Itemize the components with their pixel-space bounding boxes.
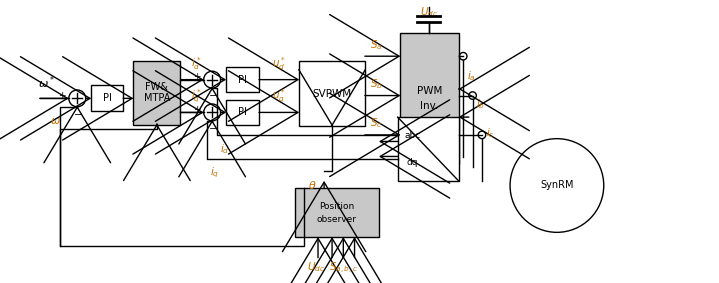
Text: $U_{dc}$: $U_{dc}$ — [307, 260, 325, 274]
Text: +: + — [193, 105, 201, 114]
Text: PI: PI — [238, 75, 247, 85]
Text: Inv.: Inv. — [421, 101, 439, 111]
Text: −: − — [209, 91, 217, 101]
Bar — [295, 188, 379, 237]
Text: PWM: PWM — [417, 86, 442, 96]
Text: +: + — [193, 72, 201, 81]
Bar — [299, 61, 365, 127]
Text: $\omega$: $\omega$ — [50, 116, 61, 126]
Text: $\theta$: $\theta$ — [308, 179, 316, 190]
Text: $u_d^*$: $u_d^*$ — [273, 55, 286, 72]
Text: −: − — [209, 124, 217, 134]
Text: $U_{dc}$: $U_{dc}$ — [419, 6, 438, 20]
Text: $i_q^*$: $i_q^*$ — [191, 87, 201, 105]
Text: $i_b$: $i_b$ — [477, 98, 485, 112]
Text: $S_{a,b,c}$: $S_{a,b,c}$ — [329, 260, 358, 276]
Text: $S_c$: $S_c$ — [370, 116, 382, 130]
Text: $S_b$: $S_b$ — [370, 77, 383, 91]
Text: $u_q^*$: $u_q^*$ — [273, 87, 286, 105]
Text: $i_q$: $i_q$ — [210, 166, 219, 180]
Text: abc: abc — [405, 131, 421, 140]
Bar — [134, 61, 180, 125]
Text: $i_d$: $i_d$ — [219, 142, 229, 156]
Text: PI: PI — [103, 93, 111, 103]
Text: SynRM: SynRM — [540, 181, 574, 190]
Text: +: + — [58, 91, 66, 100]
Text: observer: observer — [317, 215, 357, 224]
Text: $i_d^*$: $i_d^*$ — [191, 55, 201, 72]
Bar — [398, 117, 459, 181]
Bar — [91, 85, 123, 112]
Bar — [400, 33, 459, 164]
Text: $i_a$: $i_a$ — [467, 70, 476, 83]
Text: SVPWM: SVPWM — [313, 89, 352, 99]
Text: dq: dq — [407, 158, 418, 167]
Text: MTPA: MTPA — [144, 93, 170, 103]
Bar — [226, 67, 259, 92]
Text: FW&: FW& — [145, 82, 168, 92]
Bar — [226, 100, 259, 125]
Text: PI: PI — [238, 108, 247, 117]
Text: Position: Position — [319, 201, 354, 211]
Text: $\omega^*$: $\omega^*$ — [38, 74, 55, 91]
Text: $i_c$: $i_c$ — [486, 126, 495, 140]
Text: $S_a$: $S_a$ — [370, 38, 382, 52]
Text: −: − — [74, 110, 83, 120]
